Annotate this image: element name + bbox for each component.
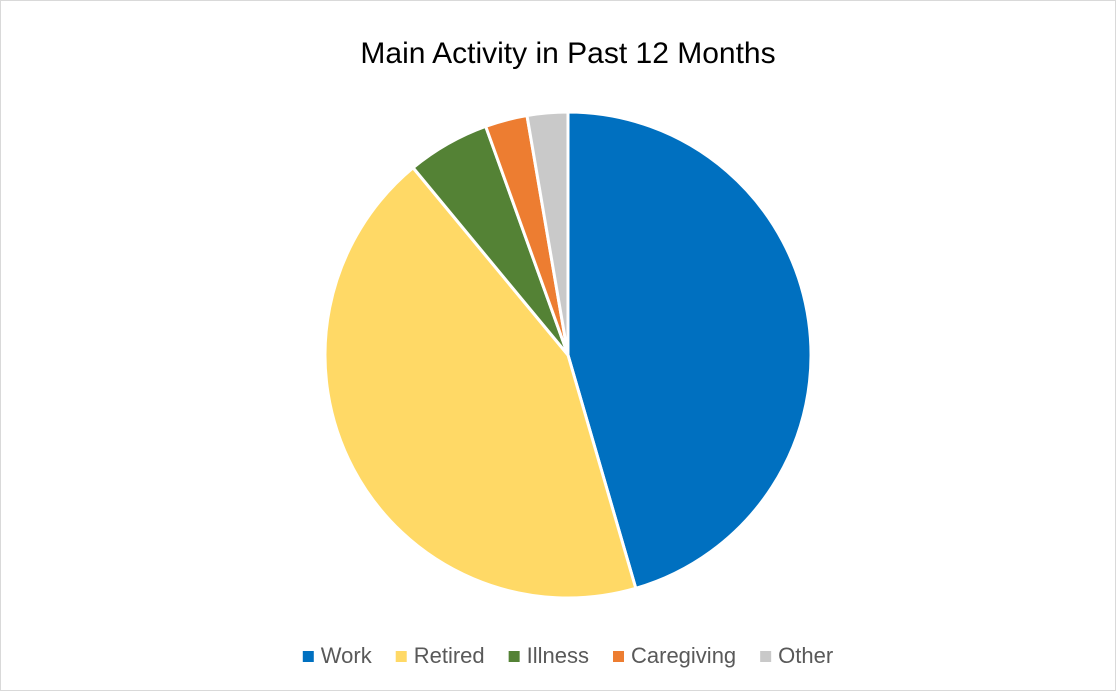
legend-marker: [613, 651, 625, 662]
pie-slice: [323, 165, 638, 600]
legend-label: Illness: [527, 643, 589, 668]
legend-marker: [760, 651, 772, 662]
legend-label: Work: [321, 643, 373, 668]
legend-marker: [302, 651, 314, 662]
legend-label: Caregiving: [631, 643, 736, 668]
pie-slice: [525, 110, 570, 356]
legend-label: Retired: [414, 643, 485, 668]
legend-label: Other: [778, 643, 833, 668]
pie-slice: [566, 110, 813, 591]
legend-marker: [508, 651, 520, 662]
chart-title: Main Activity in Past 12 Months: [360, 37, 775, 70]
legend-marker: [395, 651, 407, 662]
